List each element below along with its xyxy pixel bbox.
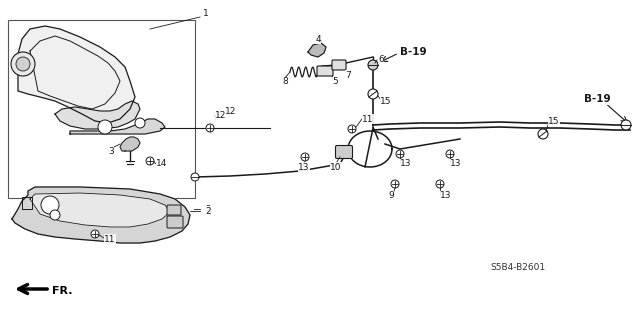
Circle shape [11,52,35,76]
Circle shape [50,210,60,220]
Text: 13: 13 [450,160,461,168]
Text: 13: 13 [298,162,310,172]
Polygon shape [70,119,165,134]
Polygon shape [308,43,326,57]
Circle shape [91,230,99,238]
Circle shape [98,120,112,134]
Circle shape [191,173,199,181]
Text: 11: 11 [104,234,115,243]
Text: 15: 15 [548,116,559,125]
Text: 15: 15 [380,97,392,106]
Circle shape [41,196,59,214]
Circle shape [206,124,214,132]
Text: 11: 11 [362,115,374,123]
Polygon shape [120,137,140,151]
Circle shape [301,153,309,161]
Text: 14: 14 [156,160,168,168]
Circle shape [396,150,404,158]
Polygon shape [12,187,190,243]
Text: 2: 2 [205,204,211,213]
Polygon shape [30,193,170,227]
Text: 4: 4 [315,34,321,43]
Text: B-19: B-19 [584,94,611,104]
FancyBboxPatch shape [167,205,181,215]
Text: 13: 13 [440,191,451,201]
Text: 7: 7 [345,70,351,79]
Circle shape [538,129,548,139]
Text: 6: 6 [378,55,384,63]
Text: S5B4-B2601: S5B4-B2601 [490,263,545,271]
FancyBboxPatch shape [335,145,353,159]
Circle shape [446,150,454,158]
Circle shape [436,180,444,188]
Circle shape [135,118,145,128]
Circle shape [621,120,631,130]
Text: 12: 12 [225,108,236,116]
Circle shape [368,60,378,70]
Bar [8,20,195,198]
Text: B-19: B-19 [400,47,427,57]
Text: 13: 13 [400,160,412,168]
FancyBboxPatch shape [332,60,346,70]
Text: 5: 5 [332,78,338,86]
Text: 4: 4 [315,34,321,43]
Circle shape [391,180,399,188]
Circle shape [368,89,378,99]
Circle shape [348,125,356,133]
Text: 2: 2 [205,206,211,216]
Polygon shape [18,26,135,123]
Circle shape [146,157,154,165]
Text: 12: 12 [215,110,227,120]
Text: 10: 10 [330,162,342,172]
Text: 8: 8 [282,78,288,86]
Text: 9: 9 [388,191,394,201]
FancyBboxPatch shape [167,216,183,228]
Text: FR.: FR. [52,286,72,296]
Text: 1: 1 [203,10,209,19]
FancyBboxPatch shape [317,66,333,76]
Text: 3: 3 [108,146,114,155]
Circle shape [16,57,30,71]
Polygon shape [55,101,140,129]
